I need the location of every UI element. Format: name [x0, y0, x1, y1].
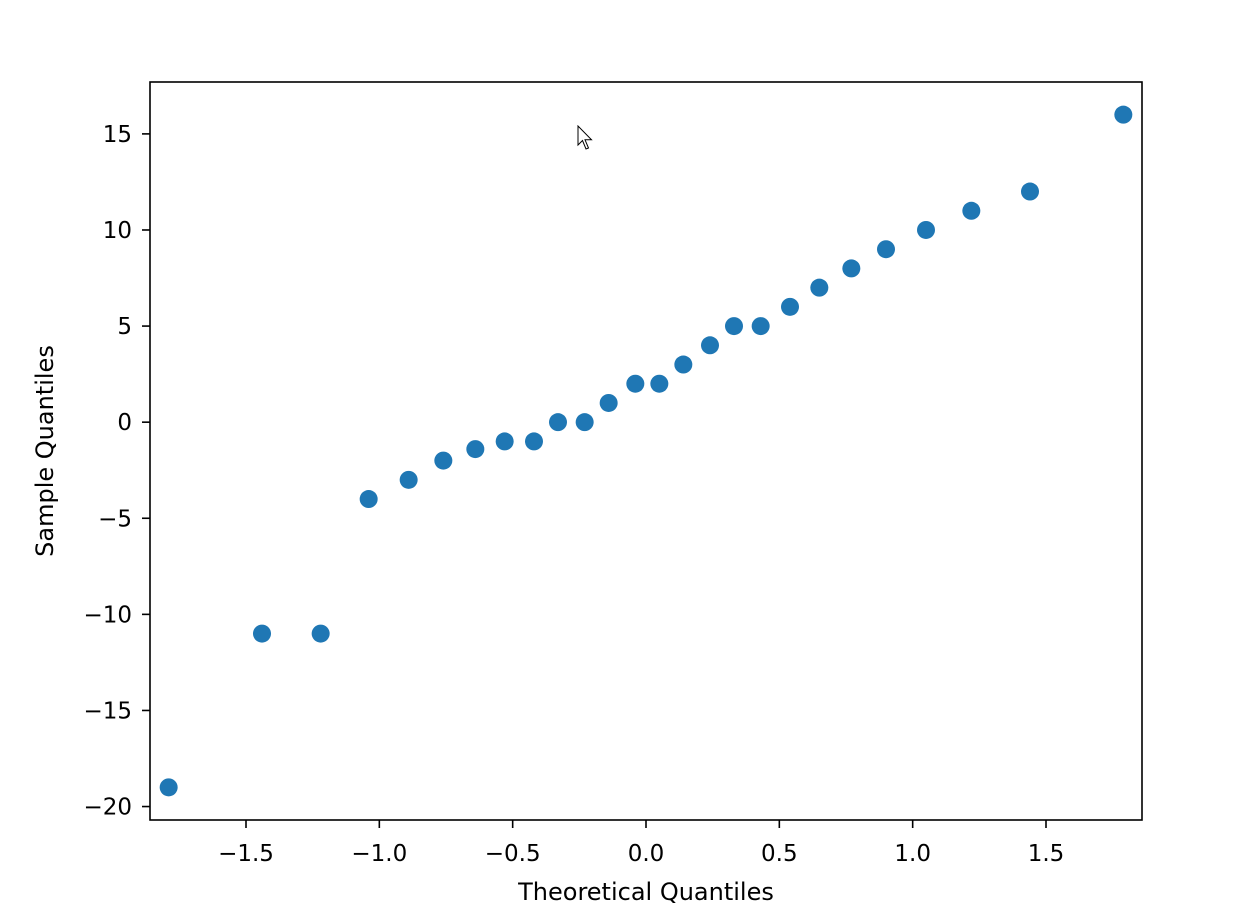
x-tick-label: 1.0 — [894, 841, 931, 867]
y-tick-label: −5 — [98, 506, 132, 532]
data-point — [575, 413, 594, 432]
y-tick-label: −10 — [83, 602, 132, 628]
x-tick-label: 1.5 — [1028, 841, 1065, 867]
y-tick-label: 0 — [117, 410, 132, 436]
x-axis-ticks: −1.5 −1.0 −0.5 0.0 0.5 1.0 1.5 — [218, 820, 1064, 867]
y-tick-label: −20 — [83, 795, 132, 821]
x-tick-label: −0.5 — [485, 841, 541, 867]
y-tick-label: −15 — [83, 698, 132, 724]
data-point — [917, 220, 935, 239]
data-point — [495, 432, 514, 451]
data-point — [549, 413, 567, 432]
data-point — [626, 374, 645, 393]
x-axis-label: Theoretical Quantiles — [517, 878, 774, 906]
plot-area — [150, 82, 1142, 820]
y-axis-label: Sample Quantiles — [31, 345, 59, 557]
data-point — [650, 374, 669, 393]
data-point — [810, 278, 829, 297]
data-point — [725, 317, 743, 336]
data-point — [1114, 105, 1133, 124]
data-point — [877, 240, 895, 259]
mouse-cursor-icon — [577, 125, 593, 150]
data-point — [525, 432, 543, 451]
data-point — [466, 440, 485, 459]
data-point — [434, 451, 453, 470]
data-point — [399, 470, 418, 489]
y-tick-label: 10 — [103, 218, 132, 244]
plot-frame — [149, 81, 1143, 821]
data-point — [842, 259, 861, 278]
x-tick-label: −1.5 — [218, 841, 274, 867]
data-point — [253, 624, 271, 643]
data-point — [701, 336, 719, 355]
data-point — [359, 490, 378, 509]
data-point — [311, 624, 330, 643]
data-point — [781, 297, 799, 316]
y-axis-ticks: 15 10 5 0 −5 −10 −15 −20 — [83, 122, 150, 821]
data-point — [674, 355, 693, 374]
x-tick-label: −1.0 — [351, 841, 407, 867]
y-tick-label: 5 — [117, 314, 132, 340]
data-point — [962, 201, 981, 220]
data-point — [599, 393, 618, 412]
x-tick-label: 0.0 — [628, 841, 665, 867]
x-tick-label: 0.5 — [761, 841, 798, 867]
data-point — [1021, 182, 1039, 201]
data-point — [159, 778, 178, 797]
data-point — [751, 317, 770, 336]
y-tick-label: 15 — [103, 122, 132, 148]
data-points — [159, 105, 1133, 797]
